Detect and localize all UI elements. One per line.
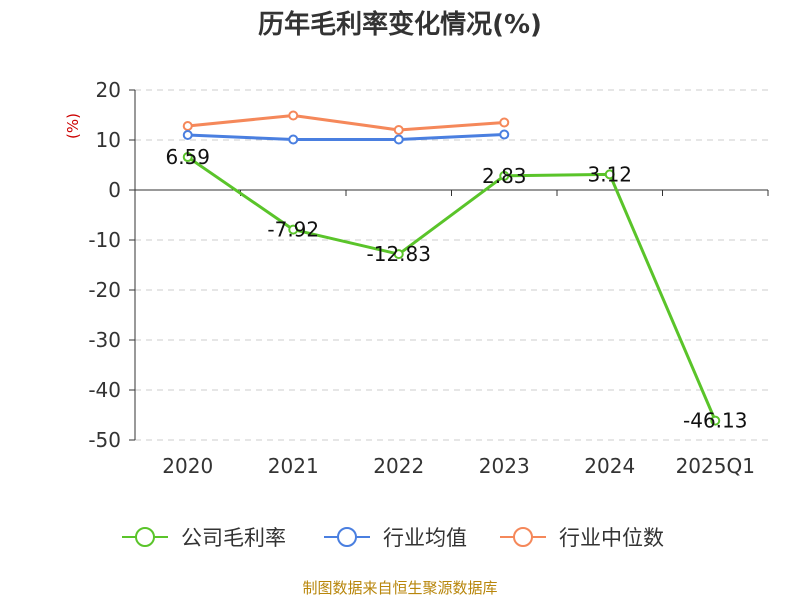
legend-swatch-marker xyxy=(135,527,155,547)
legend-label: 行业中位数 xyxy=(559,526,664,550)
y-tick-label: -20 xyxy=(88,278,121,302)
x-tick-label: 2022 xyxy=(373,454,424,478)
data-label: 3.12 xyxy=(587,162,632,186)
data-point xyxy=(182,152,193,163)
data-point xyxy=(499,117,510,128)
legend[interactable]: 公司毛利率 行业均值 行业中位数 xyxy=(122,526,664,550)
x-tick-label: 2020 xyxy=(162,454,213,478)
data-point xyxy=(393,125,404,135)
legend-item[interactable]: 公司毛利率 xyxy=(122,526,286,550)
axes: 20 10 0 -10 -20 -30 -40 -50 2020 2021 2022 2023 2024… xyxy=(88,78,769,478)
legend-swatch-marker xyxy=(513,527,533,547)
grid-lines xyxy=(135,89,768,441)
data-label: -46.13 xyxy=(683,409,747,433)
y-tick-label: 20 xyxy=(96,78,121,102)
data-point xyxy=(288,110,299,121)
legend-label: 公司毛利率 xyxy=(181,526,286,550)
data-point xyxy=(393,249,404,260)
data-point xyxy=(182,121,193,131)
legend-item[interactable]: 行业中位数 xyxy=(500,526,664,550)
data-point xyxy=(499,129,510,140)
source-note: 制图数据来自恒生聚源数据库 xyxy=(302,579,497,597)
y-axis-unit-label: (%) xyxy=(64,113,82,139)
legend-item[interactable]: 行业均值 xyxy=(324,526,467,550)
y-tick-label: -30 xyxy=(88,328,121,352)
series-line xyxy=(187,133,505,141)
chart-title: 历年毛利率变化情况(%) xyxy=(258,9,542,40)
x-tick-label: 2025Q1 xyxy=(676,454,755,478)
x-tick-label: 2024 xyxy=(584,454,635,478)
data-point xyxy=(710,415,721,426)
y-tick-label: -10 xyxy=(88,228,121,252)
data-label: -12.83 xyxy=(367,242,431,266)
data-point xyxy=(499,170,510,181)
data-label: 2.83 xyxy=(482,164,527,188)
data-point xyxy=(393,134,404,145)
legend-swatch-marker xyxy=(337,527,357,547)
data-point xyxy=(604,169,615,180)
y-tick-label: -50 xyxy=(88,428,121,452)
data-label: -7.92 xyxy=(267,218,319,242)
series-line xyxy=(186,155,717,422)
data-label: 6.59 xyxy=(165,145,210,169)
data-labels: 6.59 -7.92 -12.83 2.83 3.12 -46.13 xyxy=(165,145,747,433)
y-tick-label: -40 xyxy=(88,378,121,402)
y-tick-label: 10 xyxy=(96,128,121,152)
legend-label: 行业均值 xyxy=(383,526,467,550)
data-point xyxy=(182,130,193,140)
data-point xyxy=(288,224,299,235)
series-lines xyxy=(182,110,721,426)
x-tick-label: 2021 xyxy=(268,454,319,478)
series-line xyxy=(187,114,505,132)
x-tick-label: 2023 xyxy=(479,454,530,478)
y-tick-label: 0 xyxy=(108,178,121,202)
data-point xyxy=(288,134,299,145)
